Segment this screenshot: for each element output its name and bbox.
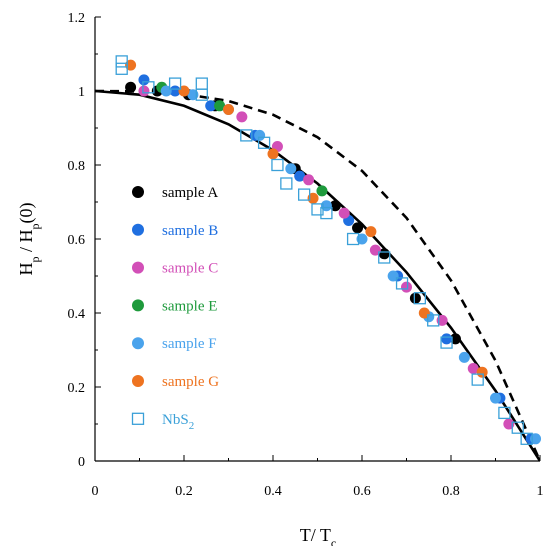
y-tick-label: 0.6 xyxy=(68,233,86,248)
y-tick-label: 0.4 xyxy=(68,307,86,322)
y-tick-label: 0.8 xyxy=(68,159,86,174)
nbs2-point xyxy=(115,55,128,68)
sample-c-point xyxy=(503,418,515,430)
nbs2-point xyxy=(271,158,284,172)
legend-marker-sample-c xyxy=(132,261,144,274)
sample-g-point xyxy=(418,307,430,319)
sample-a-point xyxy=(409,292,421,304)
axes: 0 0.2 0.4 0.6 0.8 1 1.2 0 0.2 0.4 0.6 0.8 1 T/ Tc Hp /… xyxy=(16,11,544,546)
nbs2-point xyxy=(395,277,409,290)
sample-b-point xyxy=(138,74,150,86)
legend-label-nbs2: NbS2 xyxy=(162,412,194,432)
x-axis-title: T/ Tc xyxy=(300,525,337,546)
legend-marker-nbs2 xyxy=(131,412,145,425)
sample-f-point xyxy=(187,89,199,101)
nbs2-point xyxy=(440,336,453,349)
sample-e-point xyxy=(316,185,328,197)
sample-c-point xyxy=(138,85,150,97)
nbs2-point xyxy=(520,432,533,445)
sample-e-point xyxy=(214,100,226,112)
y-axis-title: Hp / Hp(0) xyxy=(16,203,42,276)
x-tick-label: 0.6 xyxy=(353,484,371,499)
sample-b-point xyxy=(294,170,306,182)
sample-g-point xyxy=(267,148,279,160)
sample-g-point xyxy=(223,104,234,115)
x-tick-label: 0.2 xyxy=(175,484,193,499)
legend-marker-sample-g xyxy=(132,375,144,387)
x-tick-label: 0.4 xyxy=(264,484,282,499)
fit-curves xyxy=(95,89,540,461)
sample-f-point xyxy=(490,392,501,404)
sample-c-point xyxy=(467,363,479,374)
sample-a-point xyxy=(449,333,461,345)
nbs2-point xyxy=(311,203,324,216)
nbs2-point xyxy=(240,129,253,142)
sample-g-point xyxy=(365,226,377,238)
nbs2-point xyxy=(346,232,360,246)
sample-f-point xyxy=(458,351,470,363)
data-points xyxy=(115,55,542,445)
sample-a-point xyxy=(378,248,390,260)
sample-c-point xyxy=(236,111,248,123)
solid-curve xyxy=(95,89,540,461)
sample-a-point xyxy=(125,81,137,93)
x-tick-label: 0.8 xyxy=(442,484,460,499)
nbs2-point xyxy=(257,136,271,149)
legend-label-sample-b: sample B xyxy=(162,223,218,239)
y-tick-label: 1 xyxy=(78,85,85,100)
legend-label-sample-c: sample C xyxy=(162,261,218,277)
sample-f-point xyxy=(160,85,172,97)
legend-label-sample-g: sample G xyxy=(162,374,219,390)
nbs2-point xyxy=(280,177,293,190)
sample-g-point xyxy=(125,59,137,71)
sample-g-point xyxy=(476,366,488,378)
nbs2-point xyxy=(168,77,182,90)
nbs2-point xyxy=(427,314,440,327)
dashed-curve xyxy=(95,89,540,461)
nbs2-point xyxy=(142,81,155,94)
nbs2-point xyxy=(471,373,484,386)
x-tick-label: 0 xyxy=(92,484,99,499)
nbs2-point xyxy=(115,62,128,75)
sample-f-point xyxy=(254,129,266,141)
legend-marker-sample-f xyxy=(132,337,144,350)
nbs2-point xyxy=(413,292,427,305)
y-tick-label: 0 xyxy=(78,455,85,470)
legend-label-sample-a: sample A xyxy=(162,185,218,201)
nbs2-point xyxy=(320,206,333,220)
nbs2-point xyxy=(378,251,391,264)
legend-marker-sample-a xyxy=(132,186,144,198)
sample-c-point xyxy=(401,281,412,293)
legend-label-sample-f: sample F xyxy=(162,336,217,352)
nbs2-point xyxy=(511,421,524,434)
nbs2-point xyxy=(297,188,311,201)
nbs2-point xyxy=(498,406,511,420)
legend-label-sample-e: sample E xyxy=(162,298,217,314)
legend-marker-sample-b xyxy=(132,223,144,236)
nbs2-point xyxy=(195,77,208,90)
y-tick-label: 1.2 xyxy=(68,11,86,26)
sample-b-point xyxy=(205,100,217,112)
sample-c-point xyxy=(338,207,350,219)
nbs2-point xyxy=(195,88,208,101)
sample-c-point xyxy=(303,174,315,186)
sample-b-point xyxy=(169,85,181,97)
sample-b-point xyxy=(441,333,453,345)
legend-marker-sample-e xyxy=(132,299,144,312)
legend: sample A sample B sample C sample E sample F… xyxy=(131,185,219,432)
y-tick-label: 0.2 xyxy=(68,381,86,396)
sample-f-point xyxy=(285,163,297,175)
sample-a-point xyxy=(352,222,364,234)
x-tick-label: 1 xyxy=(537,484,544,499)
